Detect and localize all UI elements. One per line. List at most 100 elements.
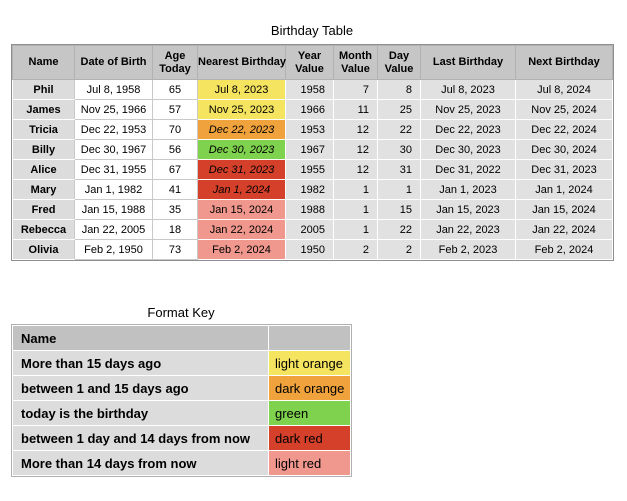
date-of-birth-cell[interactable]: Jul 8, 1958: [74, 79, 153, 100]
nearest-birthday-cell[interactable]: Jan 15, 2024: [197, 199, 286, 220]
format-key-rule-label[interactable]: More than 14 days from now: [12, 450, 269, 476]
format-key-header-name[interactable]: Name: [12, 325, 269, 351]
month-value-cell[interactable]: 1: [333, 219, 378, 240]
day-value-cell[interactable]: 8: [377, 79, 421, 100]
name-cell[interactable]: Alice: [12, 159, 75, 180]
day-value-cell[interactable]: 15: [377, 199, 421, 220]
nearest-birthday-cell[interactable]: Nov 25, 2023: [197, 99, 286, 120]
month-value-cell[interactable]: 11: [333, 99, 378, 120]
age-today-cell[interactable]: 56: [152, 139, 198, 160]
nearest-birthday-cell[interactable]: Jan 1, 2024: [197, 179, 286, 200]
month-value-cell[interactable]: 1: [333, 199, 378, 220]
format-key-color-cell[interactable]: dark red: [268, 425, 351, 451]
next-birthday-cell[interactable]: Jul 8, 2024: [515, 79, 613, 100]
nearest-birthday-cell[interactable]: Jan 22, 2024: [197, 219, 286, 240]
format-key-color-cell[interactable]: light red: [268, 450, 351, 476]
date-of-birth-cell[interactable]: Jan 22, 2005: [74, 219, 153, 240]
month-value-cell[interactable]: 2: [333, 239, 378, 260]
year-value-cell[interactable]: 1966: [285, 99, 334, 120]
column-header-last-birthday[interactable]: Last Birthday: [420, 45, 516, 80]
name-cell[interactable]: Fred: [12, 199, 75, 220]
age-today-cell[interactable]: 65: [152, 79, 198, 100]
month-value-cell[interactable]: 12: [333, 119, 378, 140]
date-of-birth-cell[interactable]: Dec 31, 1955: [74, 159, 153, 180]
date-of-birth-cell[interactable]: Feb 2, 1950: [74, 239, 153, 260]
nearest-birthday-cell[interactable]: Dec 22, 2023: [197, 119, 286, 140]
nearest-birthday-cell[interactable]: Jul 8, 2023: [197, 79, 286, 100]
name-cell[interactable]: Olivia: [12, 239, 75, 260]
format-key-rule-label[interactable]: between 1 and 15 days ago: [12, 375, 269, 401]
next-birthday-cell[interactable]: Dec 30, 2024: [515, 139, 613, 160]
year-value-cell[interactable]: 1967: [285, 139, 334, 160]
last-birthday-cell[interactable]: Feb 2, 2023: [420, 239, 516, 260]
name-cell[interactable]: Billy: [12, 139, 75, 160]
column-header-date-of-birth[interactable]: Date of Birth: [74, 45, 153, 80]
format-key-rule-label[interactable]: today is the birthday: [12, 400, 269, 426]
column-header-day-value[interactable]: Day Value: [377, 45, 421, 80]
day-value-cell[interactable]: 1: [377, 179, 421, 200]
day-value-cell[interactable]: 2: [377, 239, 421, 260]
date-of-birth-cell[interactable]: Dec 22, 1953: [74, 119, 153, 140]
next-birthday-cell[interactable]: Dec 31, 2023: [515, 159, 613, 180]
name-cell[interactable]: Rebecca: [12, 219, 75, 240]
format-key-rule-label[interactable]: More than 15 days ago: [12, 350, 269, 376]
nearest-birthday-cell[interactable]: Dec 30, 2023: [197, 139, 286, 160]
age-today-cell[interactable]: 18: [152, 219, 198, 240]
next-birthday-cell[interactable]: Jan 15, 2024: [515, 199, 613, 220]
name-cell[interactable]: Mary: [12, 179, 75, 200]
format-key-header-empty[interactable]: [268, 325, 351, 351]
age-today-cell[interactable]: 70: [152, 119, 198, 140]
day-value-cell[interactable]: 22: [377, 219, 421, 240]
date-of-birth-cell[interactable]: Nov 25, 1966: [74, 99, 153, 120]
date-of-birth-cell[interactable]: Jan 1, 1982: [74, 179, 153, 200]
year-value-cell[interactable]: 1950: [285, 239, 334, 260]
name-cell[interactable]: James: [12, 99, 75, 120]
age-today-cell[interactable]: 73: [152, 239, 198, 260]
last-birthday-cell[interactable]: Jan 15, 2023: [420, 199, 516, 220]
format-key-color-cell[interactable]: green: [268, 400, 351, 426]
last-birthday-cell[interactable]: Dec 30, 2023: [420, 139, 516, 160]
last-birthday-cell[interactable]: Jul 8, 2023: [420, 79, 516, 100]
day-value-cell[interactable]: 30: [377, 139, 421, 160]
month-value-cell[interactable]: 12: [333, 159, 378, 180]
next-birthday-cell[interactable]: Nov 25, 2024: [515, 99, 613, 120]
column-header-name[interactable]: Name: [12, 45, 75, 80]
format-key-color-cell[interactable]: light orange: [268, 350, 351, 376]
year-value-cell[interactable]: 1955: [285, 159, 334, 180]
year-value-cell[interactable]: 1953: [285, 119, 334, 140]
year-value-cell[interactable]: 1988: [285, 199, 334, 220]
nearest-birthday-cell[interactable]: Feb 2, 2024: [197, 239, 286, 260]
nearest-birthday-cell[interactable]: Dec 31, 2023: [197, 159, 286, 180]
date-of-birth-cell[interactable]: Jan 15, 1988: [74, 199, 153, 220]
day-value-cell[interactable]: 31: [377, 159, 421, 180]
next-birthday-cell[interactable]: Dec 22, 2024: [515, 119, 613, 140]
column-header-age-today[interactable]: Age Today: [152, 45, 198, 80]
next-birthday-cell[interactable]: Jan 22, 2024: [515, 219, 613, 240]
column-header-nearest-birthday[interactable]: Nearest Birthday: [197, 45, 286, 80]
last-birthday-cell[interactable]: Jan 22, 2023: [420, 219, 516, 240]
day-value-cell[interactable]: 22: [377, 119, 421, 140]
last-birthday-cell[interactable]: Jan 1, 2023: [420, 179, 516, 200]
last-birthday-cell[interactable]: Dec 31, 2022: [420, 159, 516, 180]
name-cell[interactable]: Tricia: [12, 119, 75, 140]
year-value-cell[interactable]: 1958: [285, 79, 334, 100]
next-birthday-cell[interactable]: Jan 1, 2024: [515, 179, 613, 200]
last-birthday-cell[interactable]: Dec 22, 2023: [420, 119, 516, 140]
month-value-cell[interactable]: 1: [333, 179, 378, 200]
age-today-cell[interactable]: 57: [152, 99, 198, 120]
age-today-cell[interactable]: 67: [152, 159, 198, 180]
age-today-cell[interactable]: 41: [152, 179, 198, 200]
format-key-color-cell[interactable]: dark orange: [268, 375, 351, 401]
format-key-rule-label[interactable]: between 1 day and 14 days from now: [12, 425, 269, 451]
column-header-next-birthday[interactable]: Next Birthday: [515, 45, 613, 80]
name-cell[interactable]: Phil: [12, 79, 75, 100]
age-today-cell[interactable]: 35: [152, 199, 198, 220]
month-value-cell[interactable]: 7: [333, 79, 378, 100]
column-header-year-value[interactable]: Year Value: [285, 45, 334, 80]
date-of-birth-cell[interactable]: Dec 30, 1967: [74, 139, 153, 160]
day-value-cell[interactable]: 25: [377, 99, 421, 120]
year-value-cell[interactable]: 1982: [285, 179, 334, 200]
month-value-cell[interactable]: 12: [333, 139, 378, 160]
next-birthday-cell[interactable]: Feb 2, 2024: [515, 239, 613, 260]
year-value-cell[interactable]: 2005: [285, 219, 334, 240]
